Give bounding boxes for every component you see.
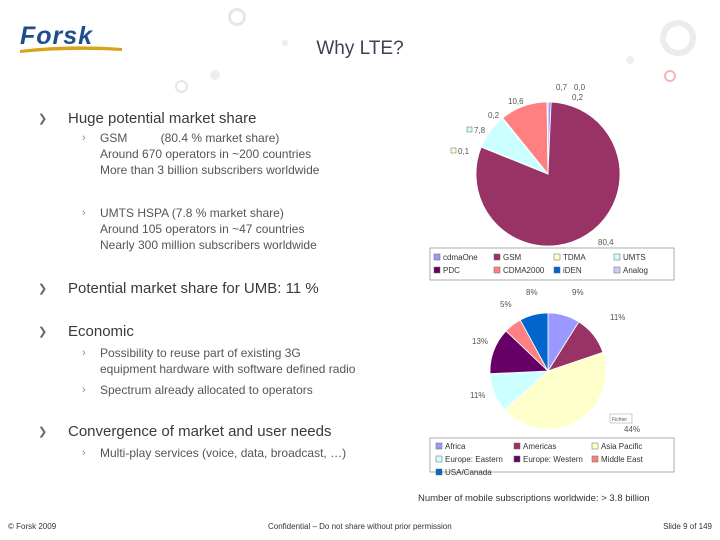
sub-bullet-line: GSM (80.4 % market share)	[100, 131, 280, 145]
legend-label: Middle East	[601, 455, 644, 464]
sub-bullet-line: More than 3 billion subscribers worldwid…	[100, 163, 320, 177]
pie-data-label: 0,1	[458, 147, 470, 156]
legend-swatch	[513, 455, 521, 463]
legend-swatch	[613, 266, 621, 274]
chart-annotation-box	[609, 413, 633, 424]
legend-swatch	[435, 455, 443, 463]
logo-text: Forsk	[20, 22, 93, 50]
sub-bullet-line: UMTS HSPA (7.8 % market share)	[100, 206, 284, 220]
legend-label: UMTS	[623, 253, 646, 262]
bullet-text: Economic	[68, 323, 134, 340]
pie-slice-usa-canada	[519, 312, 549, 372]
pie-data-label: 13%	[472, 337, 488, 346]
legend-label: Analog	[623, 266, 648, 275]
sub-bullet-line: Around 670 operators in ~200 countries	[100, 147, 312, 161]
footer-copyright: © Forsk 2009	[8, 522, 57, 531]
pie-data-label: 0,2	[488, 111, 500, 120]
chart-annotation: Fichier	[612, 417, 627, 423]
bullet-arrow-icon: ❯	[38, 113, 48, 125]
legend-swatch	[513, 442, 521, 450]
legend-swatch	[591, 442, 599, 450]
pie-data-label: 0,7	[556, 83, 568, 92]
sub-bullet-arrow-icon: ›	[82, 447, 86, 459]
pie-data-label: 10,6	[508, 97, 524, 106]
sub-bullet-line: equipment hardware with software defined…	[100, 362, 356, 376]
sub-bullet-line: Possibility to reuse part of existing 3G	[100, 346, 301, 360]
pie-data-label: 80,4	[598, 238, 614, 247]
bullet-arrow-icon: ❯	[38, 426, 48, 438]
legend-swatch	[433, 266, 441, 274]
legend-swatch	[493, 253, 501, 261]
pie-slice-iden	[546, 101, 549, 175]
footer-confidential: Confidential – Do not share without prio…	[268, 522, 452, 531]
legend-label: CDMA2000	[503, 266, 545, 275]
bullet-arrow-icon: ❯	[38, 283, 48, 295]
pie-data-label: 11%	[610, 313, 625, 322]
pie-data-label: 0,0	[574, 83, 586, 92]
sub-bullet-line: Spectrum already allocated to operators	[100, 383, 313, 397]
legend-swatch	[591, 455, 599, 463]
pie-slice-asia-pacific	[504, 351, 607, 430]
sub-bullet-arrow-icon: ›	[82, 347, 86, 359]
pie-data-label: 9%	[572, 288, 584, 297]
legend-label: PDC	[443, 266, 460, 275]
pie-data-label: 44%	[624, 425, 640, 434]
sub-bullet-arrow-icon: ›	[82, 384, 86, 396]
sub-bullet-arrow-icon: ›	[82, 207, 86, 219]
bullet-arrow-icon: ❯	[38, 326, 48, 338]
pie-data-label: 0,2	[572, 93, 584, 102]
subscriptions-caption: Number of mobile subscriptions worldwide…	[418, 493, 650, 504]
sub-bullet-line: Multi-play services (voice, data, broadc…	[100, 446, 347, 460]
pie-data-label: 7,8	[474, 126, 486, 135]
footer-slide-number: Slide 9 of 149	[663, 522, 712, 531]
legend-swatch	[553, 253, 561, 261]
slide-title: Why LTE?	[316, 38, 404, 59]
technology-share-pie-chart: 0,780,40,17,80,210,6 0,20,0 cdmaOne GSM TDM…	[429, 83, 675, 281]
bullet-text: Convergence of market and user needs	[68, 423, 332, 440]
legend-swatch	[435, 468, 443, 476]
legend-label: iDEN	[563, 266, 582, 275]
forsk-logo: Forsk	[20, 22, 122, 53]
sub-bullet-line: Nearly 300 million subscribers worldwide	[100, 238, 317, 252]
legend-label: Americas	[523, 442, 556, 451]
legend-swatch	[553, 266, 561, 274]
legend-label: Europe: Western	[523, 455, 583, 464]
bullet-text: Huge potential market share	[68, 110, 257, 127]
legend-swatch	[493, 266, 501, 274]
legend-swatch	[435, 442, 443, 450]
pie-data-label: 11%	[470, 391, 485, 400]
sub-bullet-line: Around 105 operators in ~47 countries	[100, 222, 305, 236]
legend-label: cdmaOne	[443, 253, 478, 262]
chart-legend-box	[429, 247, 675, 281]
pie-data-label: 8%	[526, 288, 538, 297]
legend-label: Asia Pacific	[601, 442, 642, 451]
legend-label: Europe: Eastern	[445, 455, 503, 464]
chart-legend-box	[429, 437, 675, 473]
sub-bullet-arrow-icon: ›	[82, 132, 86, 144]
legend-swatch	[613, 253, 621, 261]
legend-label: USA/Canada	[445, 468, 492, 477]
regional-share-pie-chart: 9% 11% 44% 11% 13% 5% 8% Africa Americas Asia Pa…	[429, 288, 675, 477]
bullet-text: Potential market share for UMB: 11 %	[68, 280, 319, 297]
legend-label: TDMA	[563, 253, 586, 262]
legend-label: Africa	[445, 442, 466, 451]
legend-swatch	[433, 253, 441, 261]
legend-label: GSM	[503, 253, 522, 262]
pie-data-label: 5%	[500, 300, 512, 309]
